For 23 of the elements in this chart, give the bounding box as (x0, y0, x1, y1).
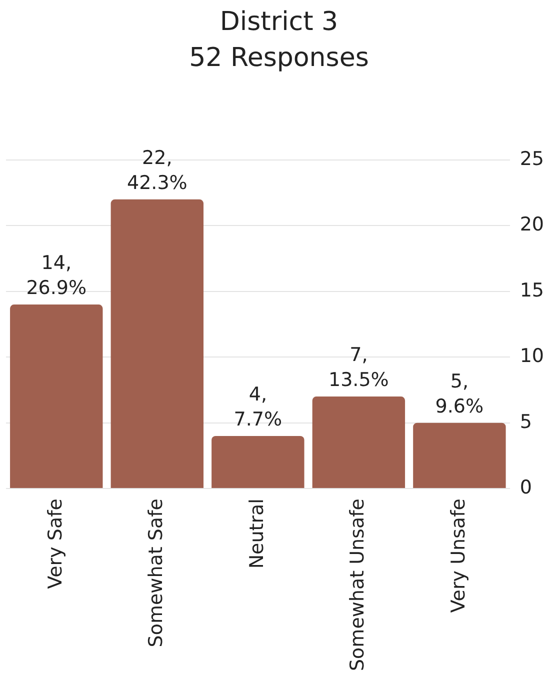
chart-title: District 3 (218, 6, 340, 39)
bar (10, 304, 103, 488)
bar (110, 199, 204, 488)
bar (413, 422, 506, 488)
y-tick-label: 10 (520, 345, 544, 368)
y-tick-label: 20 (520, 214, 544, 236)
y-tick-label: 0 (520, 476, 532, 498)
data-label: 22, 42.3% (126, 146, 188, 194)
y-tick-label: 25 (520, 148, 544, 170)
x-tick-label: Very Unsafe (447, 498, 470, 613)
data-label: 4, 7.7% (234, 383, 282, 430)
y-tick-label: 15 (520, 279, 544, 302)
x-tick-label: Somewhat Safe (145, 498, 168, 648)
chart-subtitle: 52 Responses (188, 42, 370, 75)
data-label: 7, 13.5% (328, 344, 389, 391)
x-tick-label: Neutral (246, 498, 268, 569)
data-label: 14, 26.9% (26, 252, 87, 299)
x-tick-label: Somewhat Unsafe (346, 498, 369, 672)
bar (212, 436, 304, 488)
y-tick-label: 5 (520, 410, 532, 433)
data-label: 5, 9.6% (435, 370, 484, 418)
bar (312, 396, 406, 488)
x-tick-label: Very Safe (44, 498, 66, 589)
